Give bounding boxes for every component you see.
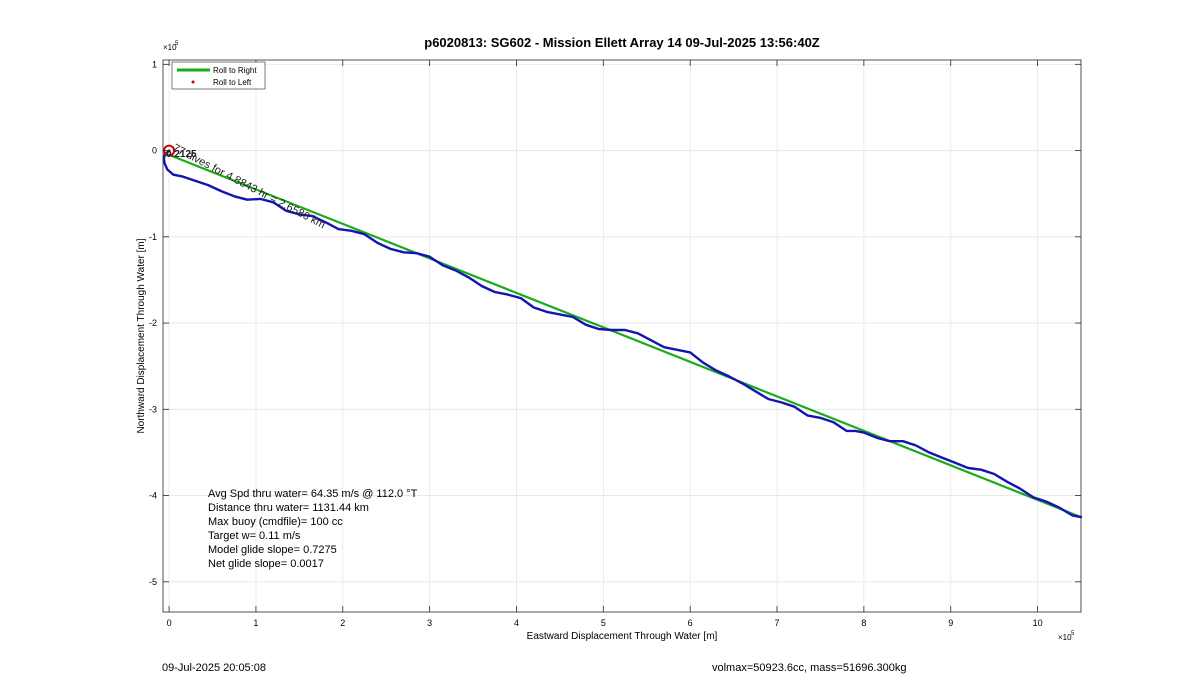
axes-box (162, 59, 1082, 613)
y-exponent: ×10 5 (163, 41, 179, 52)
y-tick-label: -4 (149, 491, 157, 501)
x-tick-label: 7 (775, 618, 780, 628)
x-tick-label: 0 (167, 618, 172, 628)
footer-vol-mass: volmax=50923.6cc, mass=51696.300kg (712, 662, 907, 674)
svg-text:5: 5 (175, 41, 179, 47)
y-tick-label: 0 (152, 146, 157, 156)
y-tick-label: -1 (149, 232, 157, 242)
y-tick-label: -3 (149, 404, 157, 414)
x-tick-label: 3 (427, 618, 432, 628)
stats-line-avg-speed: Avg Spd thru water= 64.35 m/s @ 112.0 °T (208, 488, 418, 500)
stats-line-max-buoy: Max buoy (cmdfile)= 100 cc (208, 516, 343, 528)
grid (163, 60, 1081, 612)
y-axis-label: Northward Displacement Through Water [m] (136, 238, 147, 433)
x-tick-label: 2 (340, 618, 345, 628)
stats-box: Avg Spd thru water= 64.35 m/s @ 112.0 °T… (208, 488, 418, 570)
y-tick-label: 1 (152, 59, 157, 69)
x-tick-label: 6 (688, 618, 693, 628)
stats-line-target-w: Target w= 0.11 m/s (208, 530, 301, 542)
x-tick-label: 10 (1033, 618, 1043, 628)
series-layer (162, 149, 1083, 519)
x-tick-label: 4 (514, 618, 519, 628)
series-line-track (162, 149, 1083, 519)
series-line-roll-right (168, 153, 1083, 519)
x-axis-label: Eastward Displacement Through Water [m] (527, 631, 718, 642)
stats-line-model-glide: Model glide slope= 0.7275 (208, 544, 337, 556)
stats-line-distance: Distance thru water= 1131.44 km (208, 502, 369, 514)
start-overlap-label: 0.2125 (166, 149, 197, 160)
y-tick-label: -5 (149, 577, 157, 587)
svg-text:×10: ×10 (163, 43, 177, 52)
svg-text:5: 5 (1071, 631, 1075, 637)
x-exponent: ×10 5 (1058, 631, 1075, 642)
x-tick-label: 1 (253, 618, 258, 628)
legend-label-roll-right: Roll to Right (213, 66, 257, 75)
chart-title: p6020813: SG602 - Mission Ellett Array 1… (424, 35, 820, 50)
legend: Roll to Right Roll to Left (171, 61, 266, 90)
y-tick-label: -2 (149, 318, 157, 328)
footer-date: 09-Jul-2025 20:05:08 (162, 662, 266, 674)
x-tick-label: 8 (861, 618, 866, 628)
stats-line-net-glide: Net glide slope= 0.0017 (208, 558, 324, 570)
x-tick-label: 9 (948, 618, 953, 628)
svg-text:×10: ×10 (1058, 633, 1072, 642)
x-tick-label: 5 (601, 618, 606, 628)
legend-dot-roll-left (191, 80, 195, 84)
legend-label-roll-left: Roll to Left (213, 78, 252, 87)
plot-area (163, 60, 1081, 612)
